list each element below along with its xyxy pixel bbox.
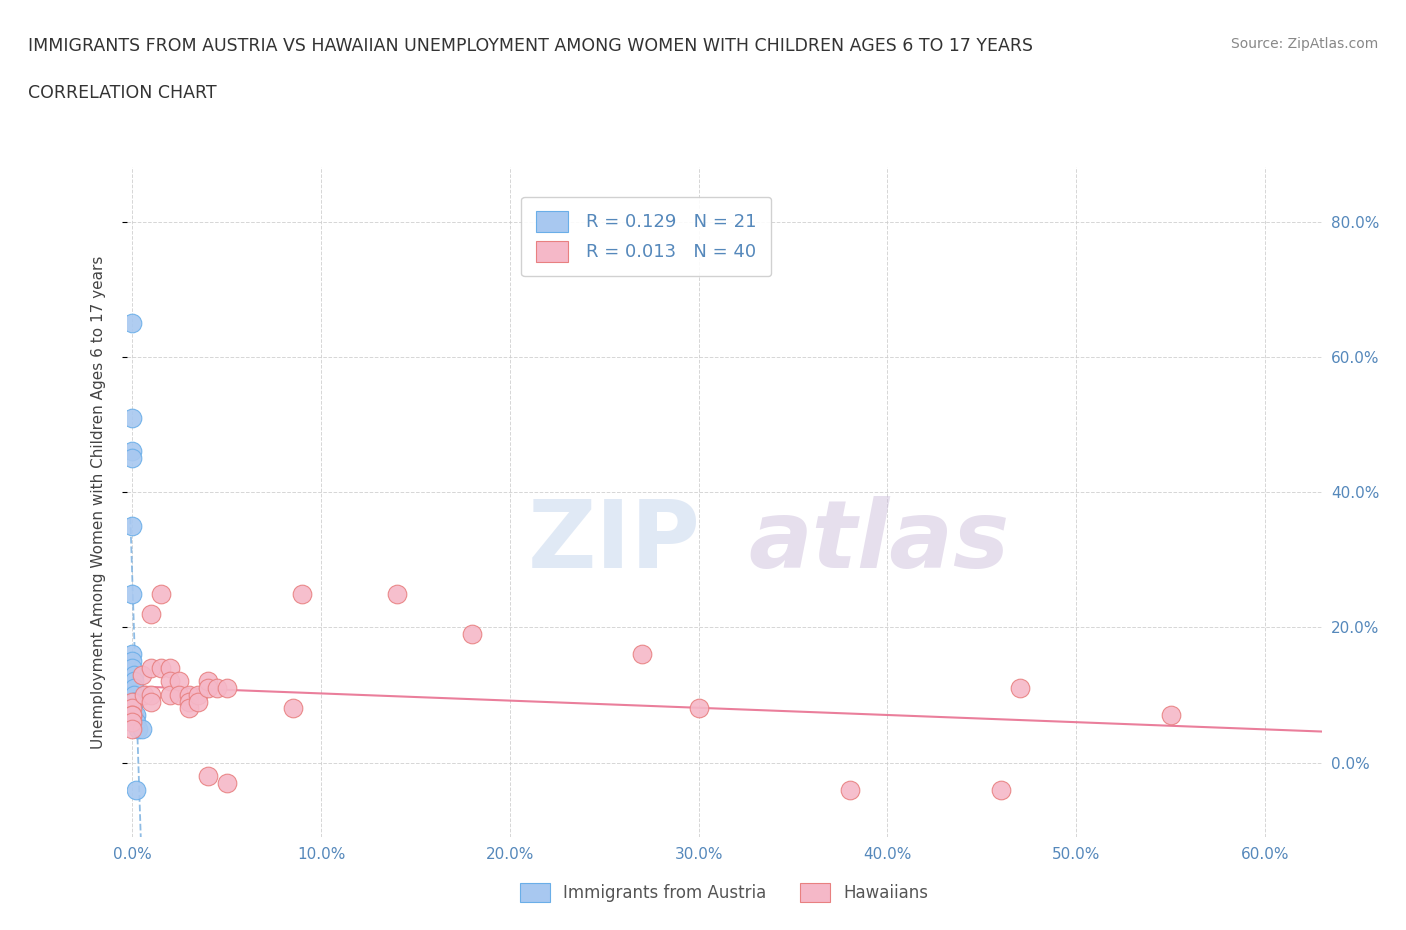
Point bbox=[121, 660, 143, 675]
Y-axis label: Unemployment Among Women with Children Ages 6 to 17 years: Unemployment Among Women with Children A… bbox=[91, 256, 105, 749]
Point bbox=[159, 660, 181, 675]
Point bbox=[121, 451, 143, 466]
Point bbox=[121, 654, 143, 669]
Point bbox=[197, 674, 219, 689]
Point bbox=[187, 687, 209, 702]
Point bbox=[169, 674, 191, 689]
Legend: Immigrants from Austria, Hawaiians: Immigrants from Austria, Hawaiians bbox=[513, 876, 935, 909]
Point bbox=[121, 722, 143, 737]
Point bbox=[139, 606, 162, 621]
Point bbox=[281, 701, 304, 716]
Point bbox=[990, 782, 1012, 797]
Point bbox=[121, 586, 143, 601]
Text: Source: ZipAtlas.com: Source: ZipAtlas.com bbox=[1230, 37, 1378, 51]
Point bbox=[1160, 708, 1182, 723]
Point bbox=[1008, 681, 1031, 696]
Point bbox=[215, 681, 238, 696]
Point bbox=[121, 708, 143, 723]
Point bbox=[159, 674, 181, 689]
Point bbox=[187, 695, 209, 710]
Point bbox=[132, 687, 155, 702]
Point bbox=[139, 660, 162, 675]
Point bbox=[122, 695, 145, 710]
Point bbox=[121, 518, 143, 533]
Point bbox=[291, 586, 314, 601]
Point bbox=[169, 687, 191, 702]
Text: CORRELATION CHART: CORRELATION CHART bbox=[28, 84, 217, 101]
Point bbox=[125, 782, 148, 797]
Point bbox=[121, 647, 143, 662]
Point bbox=[131, 722, 153, 737]
Point bbox=[121, 708, 143, 723]
Point bbox=[838, 782, 860, 797]
Point bbox=[139, 687, 162, 702]
Point bbox=[127, 722, 149, 737]
Point bbox=[125, 708, 148, 723]
Point bbox=[461, 627, 484, 642]
Point bbox=[159, 687, 181, 702]
Point bbox=[177, 701, 200, 716]
Point bbox=[215, 776, 238, 790]
Point bbox=[121, 410, 143, 425]
Point bbox=[121, 315, 143, 330]
Point bbox=[122, 681, 145, 696]
Point bbox=[125, 714, 148, 729]
Point bbox=[149, 586, 172, 601]
Point bbox=[177, 695, 200, 710]
Point bbox=[131, 667, 153, 682]
Point bbox=[122, 687, 145, 702]
Point bbox=[197, 681, 219, 696]
Point bbox=[631, 647, 654, 662]
Point bbox=[122, 674, 145, 689]
Point bbox=[177, 687, 200, 702]
Text: ZIP: ZIP bbox=[527, 497, 700, 589]
Point bbox=[121, 714, 143, 729]
Point bbox=[688, 701, 710, 716]
Point bbox=[205, 681, 228, 696]
Point bbox=[121, 444, 143, 458]
Point bbox=[121, 701, 143, 716]
Point bbox=[385, 586, 408, 601]
Point bbox=[139, 695, 162, 710]
Point bbox=[122, 667, 145, 682]
Point bbox=[197, 769, 219, 784]
Point bbox=[122, 695, 145, 710]
Text: atlas: atlas bbox=[748, 497, 1010, 589]
Point bbox=[121, 695, 143, 710]
Point bbox=[149, 660, 172, 675]
Point bbox=[122, 708, 145, 723]
Text: IMMIGRANTS FROM AUSTRIA VS HAWAIIAN UNEMPLOYMENT AMONG WOMEN WITH CHILDREN AGES : IMMIGRANTS FROM AUSTRIA VS HAWAIIAN UNEM… bbox=[28, 37, 1033, 55]
